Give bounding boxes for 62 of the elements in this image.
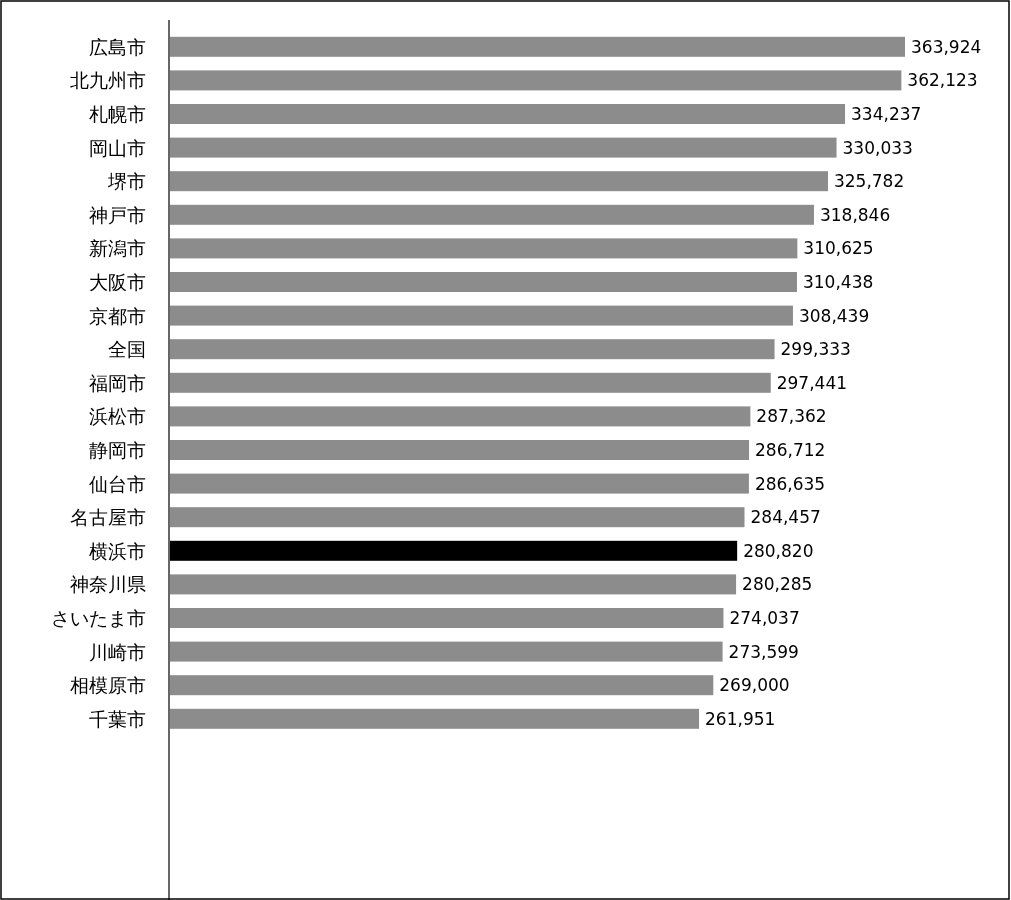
data-label: 261,951 — [705, 708, 776, 729]
y-tick-label: 京都市 — [89, 304, 146, 327]
y-tick-label: 相模原市 — [70, 674, 146, 697]
bar — [170, 608, 724, 628]
data-label: 274,037 — [729, 608, 800, 628]
data-label: 334,237 — [851, 104, 922, 124]
bar — [170, 641, 723, 662]
y-tick-label: 北九州市 — [70, 69, 146, 92]
bar — [170, 574, 737, 595]
bar — [170, 204, 814, 225]
data-label: 310,438 — [802, 272, 874, 292]
data-label: 310,625 — [803, 238, 874, 259]
data-label: 280,285 — [742, 574, 813, 595]
data-label: 325,782 — [833, 171, 905, 192]
bar — [170, 675, 714, 696]
data-label: 273,599 — [728, 641, 799, 662]
bar — [170, 406, 751, 427]
bar — [170, 473, 749, 494]
bar — [170, 372, 771, 393]
data-label: 330,033 — [842, 137, 913, 158]
y-tick-label: 千葉市 — [89, 707, 146, 730]
bar — [170, 339, 775, 360]
data-label: 286,635 — [754, 473, 826, 494]
bar — [170, 137, 837, 158]
data-label: 286,712 — [755, 440, 826, 460]
data-label: 280,820 — [743, 540, 814, 561]
bar — [170, 171, 828, 192]
bar — [170, 440, 750, 460]
data-label: 284,457 — [750, 507, 821, 528]
y-tick-label: さいたま市 — [51, 607, 146, 629]
data-label: 269,000 — [719, 675, 790, 696]
y-tick-label: 堺市 — [107, 170, 146, 193]
y-tick-label: 浜松市 — [89, 405, 146, 428]
y-tick-label: 札幌市 — [89, 103, 146, 125]
y-tick-label: 岡山市 — [89, 136, 146, 159]
data-label: 363,924 — [911, 36, 982, 57]
data-label: 299,333 — [780, 339, 851, 360]
bar — [170, 238, 798, 259]
bar — [170, 272, 797, 292]
bar — [170, 36, 905, 57]
y-tick-label: 大阪市 — [89, 271, 146, 293]
data-label: 362,123 — [907, 70, 978, 91]
y-tick-label: 名古屋市 — [70, 506, 146, 529]
data-label: 297,441 — [776, 372, 848, 393]
bar — [170, 708, 700, 729]
data-label: 318,846 — [819, 204, 891, 225]
y-tick-label: 川崎市 — [89, 640, 146, 663]
y-tick-label: 広島市 — [89, 35, 146, 58]
y-tick-label: 仙台市 — [89, 472, 146, 495]
y-tick-label: 福岡市 — [89, 371, 146, 394]
y-tick-label: 神戸市 — [89, 203, 146, 226]
data-label: 308,439 — [798, 305, 870, 326]
y-tick-label: 新潟市 — [89, 237, 146, 260]
bar — [170, 305, 793, 326]
data-label: 287,362 — [756, 406, 827, 427]
y-tick-label: 全国 — [108, 338, 146, 361]
y-tick-label: 横浜市 — [89, 539, 146, 562]
bar — [170, 104, 846, 124]
y-tick-label: 神奈川県 — [70, 573, 146, 596]
bar — [170, 70, 902, 91]
bar — [170, 507, 745, 528]
y-tick-label: 静岡市 — [89, 439, 146, 461]
